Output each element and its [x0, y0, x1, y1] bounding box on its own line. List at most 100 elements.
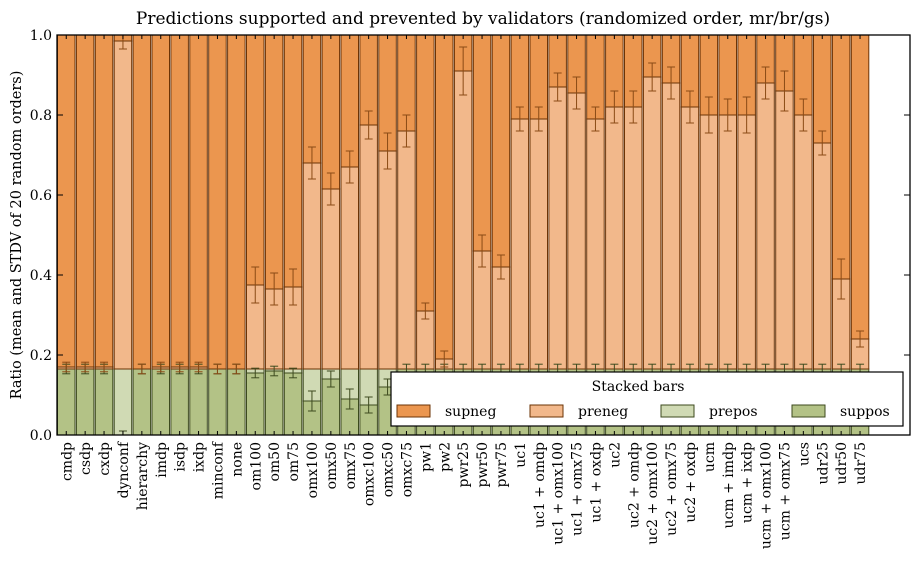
bar-preneg — [567, 92, 586, 370]
x-tick-label: uc2 + omx100 — [645, 442, 661, 545]
x-tick-label: omx100 — [305, 442, 321, 498]
x-tick-label: om75 — [286, 442, 302, 482]
y-tick-label: 0.4 — [30, 268, 52, 284]
legend-swatch-preneg — [529, 404, 564, 418]
bar-suppos — [246, 372, 265, 436]
y-axis-ticks: 0.0 0.2 0.4 0.6 0.8 1.0 — [30, 28, 910, 444]
x-tick-label: udr25 — [815, 442, 831, 485]
bar-supneg — [529, 34, 548, 120]
x-tick-label: uc2 + oxdp — [683, 442, 699, 523]
x-tick-label: minconf — [210, 440, 226, 499]
x-tick-label: ucm + omx100 — [759, 442, 775, 549]
y-tick-label: 0.8 — [30, 108, 52, 124]
bar-preneg — [113, 40, 133, 370]
x-tick-label: cxdp — [97, 442, 113, 476]
bar-supneg — [132, 34, 152, 370]
bar-suppos — [151, 368, 170, 436]
bar-preneg — [699, 114, 719, 370]
bar-supneg — [321, 34, 341, 190]
bar-preneg — [718, 114, 737, 370]
bar-supneg — [510, 34, 530, 120]
bar-preneg — [416, 310, 435, 370]
bar-preneg — [340, 166, 359, 370]
x-tick-label: uc2 + omdp — [626, 442, 642, 528]
bar-preneg — [378, 150, 397, 370]
bar-supneg — [94, 34, 114, 368]
bar-suppos — [264, 370, 284, 436]
x-tick-label: uc1 + oxdp — [588, 442, 604, 523]
x-tick-label: pwr75 — [494, 442, 510, 487]
x-tick-label: hierarchy — [135, 442, 151, 510]
chart-title: Predictions supported and prevented by v… — [136, 9, 830, 29]
legend-label-suppos: suppos — [840, 404, 890, 420]
x-tick-label: pw2 — [437, 442, 453, 472]
plot-frame — [56, 34, 911, 436]
x-tick-label: uc1 + omdp — [532, 442, 548, 528]
bar-prepos — [113, 368, 133, 436]
legend: Stacked bars supneg preneg prepos suppos — [390, 371, 904, 427]
x-tick-label: omx75 — [343, 442, 359, 489]
bar-supneg — [283, 34, 303, 288]
x-tick-label: uc2 — [607, 442, 623, 468]
bar-suppos — [132, 368, 152, 436]
bar-suppos — [283, 372, 303, 436]
x-tick-label: omx50 — [324, 442, 340, 489]
bar-preneg — [302, 162, 322, 370]
bar-preneg — [775, 90, 794, 370]
x-tick-label: uc1 — [513, 442, 529, 468]
bar-suppos — [57, 368, 76, 436]
x-tick-label: ucm + imdp — [721, 442, 737, 528]
x-tick-label: cmdp — [59, 442, 75, 481]
y-tick-label: 0.0 — [30, 428, 52, 444]
bar-preneg — [605, 106, 624, 370]
bar-supneg — [208, 34, 227, 370]
bar-preneg — [529, 118, 548, 370]
x-tick-label: udr75 — [853, 442, 869, 485]
bar-preneg — [680, 106, 700, 370]
bar-preneg — [661, 82, 681, 370]
x-tick-label: udr50 — [834, 442, 850, 485]
y-tick-label: 1.0 — [30, 28, 52, 44]
bar-supneg — [227, 34, 246, 370]
x-tick-label: pw1 — [418, 442, 434, 472]
x-tick-label: uc1 + omx100 — [551, 442, 567, 545]
x-tick-label: omxc50 — [381, 442, 397, 497]
bar-preneg — [624, 106, 643, 370]
bar-preneg — [397, 130, 416, 370]
bar-preneg — [359, 124, 378, 370]
bar-supneg — [75, 34, 95, 368]
bar-suppos — [189, 368, 208, 436]
bar-supneg — [586, 34, 605, 120]
bar-preneg — [453, 70, 473, 370]
x-tick-label: pwr25 — [456, 442, 472, 487]
legend-label-preneg: preneg — [578, 404, 628, 420]
bar-preneg — [737, 114, 756, 370]
y-axis-label: Ratio (mean and STDV of 20 random orders… — [9, 71, 25, 400]
legend-swatch-prepos — [660, 404, 695, 418]
x-tick-label: ucm — [702, 442, 718, 472]
bar-supneg — [813, 34, 832, 144]
y-tick-label: 0.6 — [30, 188, 52, 204]
bar-supneg — [340, 34, 359, 168]
bar-suppos — [94, 368, 114, 436]
legend-label-supneg: supneg — [445, 404, 496, 420]
x-tick-label: uc1 + omx75 — [570, 442, 586, 536]
x-tick-label: om100 — [248, 442, 264, 490]
bar-supneg — [151, 34, 170, 368]
bar-preneg — [813, 142, 832, 370]
bar-supneg — [189, 34, 208, 368]
bar-preneg — [586, 118, 605, 370]
bar-supneg — [491, 34, 511, 268]
x-tick-label: omxc100 — [362, 442, 378, 506]
x-tick-label: dynconf — [116, 440, 132, 498]
x-axis-ticks: cmdp csdp cxdp dynconf hierarchy imdp isdp ixdp… — [59, 35, 869, 549]
bar-supneg — [264, 34, 284, 290]
legend-label-prepos: prepos — [709, 404, 758, 420]
bar-supneg — [435, 34, 454, 360]
bar-supneg — [472, 34, 492, 252]
bar-preneg — [642, 76, 662, 370]
x-tick-label: uc2 + omx75 — [664, 442, 680, 536]
bar-supneg — [416, 34, 435, 312]
bar-supneg — [302, 34, 322, 164]
